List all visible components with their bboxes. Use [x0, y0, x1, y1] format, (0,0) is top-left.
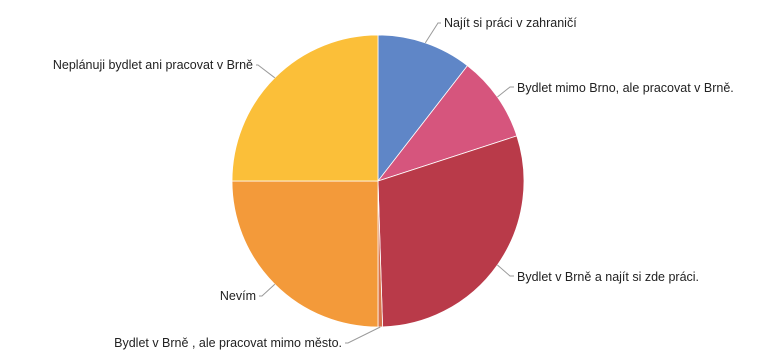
leader-lines — [256, 22, 514, 344]
leader-line-bydlet-v-brne-a-najit-si-zde-praci — [497, 264, 514, 277]
pie-slice-bydlet-mimo-brno-ale-pracovat-v-brne — [376, 65, 518, 182]
label-najit-si-praci-v-zahranici: Najít si práci v zahraničí — [444, 16, 577, 30]
leader-line-bydlet-mimo-brno-ale-pracovat-v-brne — [497, 86, 514, 98]
pie-slice-bydlet-v-brne-a-najit-si-zde-praci — [377, 135, 525, 328]
label-bydlet-mimo-brno: Bydlet mimo Brno, ale pracovat v Brně. — [517, 81, 734, 95]
leader-line-neplanuji-bydlet-ani-pracovat-v-brne — [256, 64, 276, 79]
label-bydlet-v-brne-pracovat-mimo: Bydlet v Brně , ale pracovat mimo město. — [114, 336, 342, 350]
pie-slice-nevim — [231, 180, 379, 328]
label-neplanuji-bydlet: Neplánuji bydlet ani pracovat v Brně — [53, 58, 253, 72]
label-nevim: Nevím — [220, 289, 256, 303]
leader-line-najit-si-praci-v-zahranici — [424, 22, 441, 44]
pie-slices — [231, 34, 525, 328]
leader-line-bydlet-v-brne-ale-pracovat-mimo-mesto — [345, 326, 381, 344]
label-bydlet-v-brne-a-najit-praci: Bydlet v Brně a najít si zde práci. — [517, 270, 699, 284]
slice-labels: Najít si práci v zahraničí Bydlet mimo B… — [53, 16, 734, 350]
pie-slice-neplanuji-bydlet-ani-pracovat-v-brne — [231, 34, 379, 182]
leader-line-nevim — [259, 283, 276, 297]
